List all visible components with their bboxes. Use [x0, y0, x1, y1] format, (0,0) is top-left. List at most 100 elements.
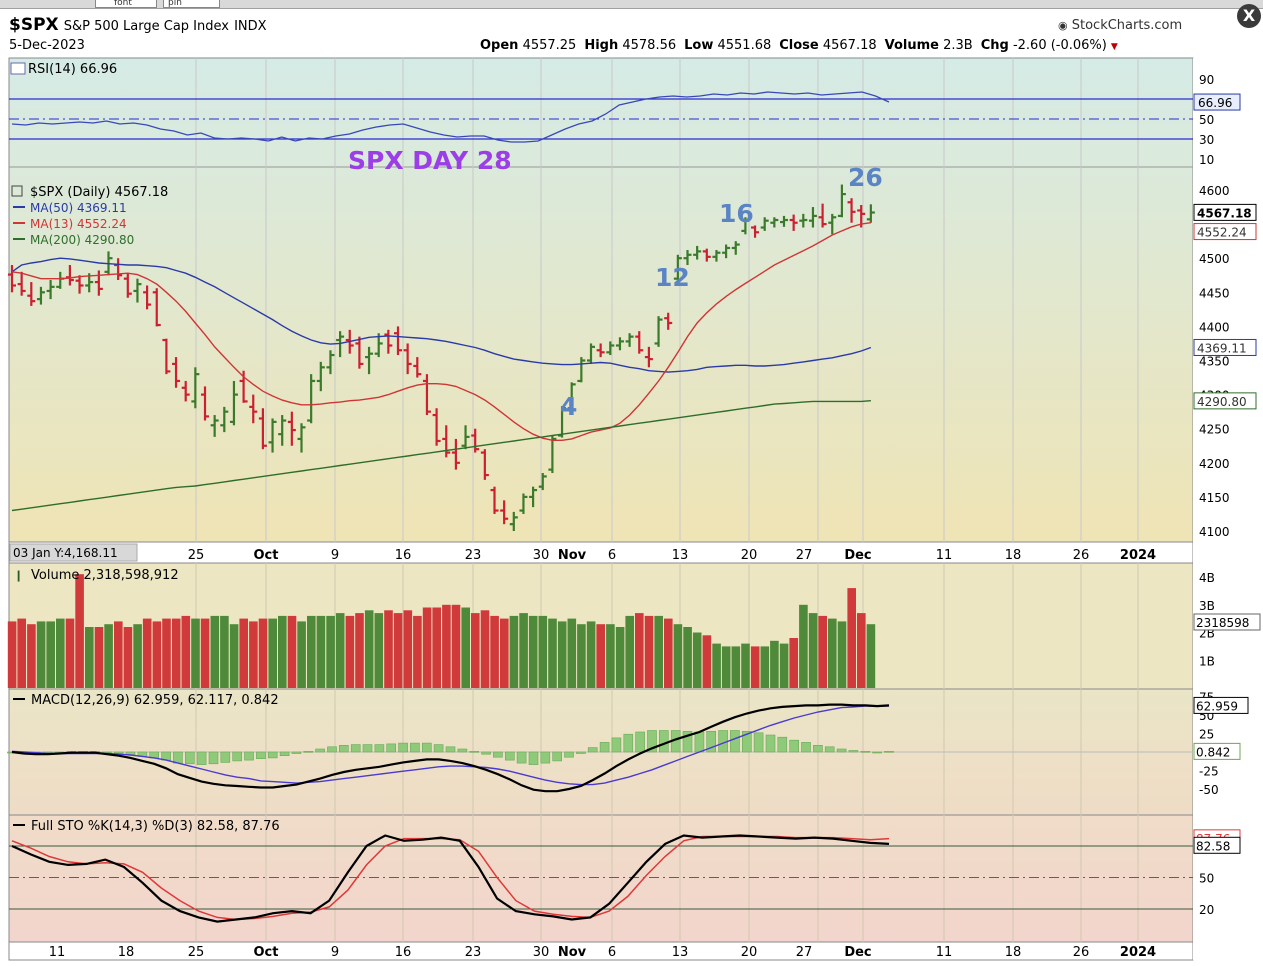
stochastic-panel-background [8, 814, 1194, 943]
macd-histogram-bar [173, 751, 183, 764]
price-bar [249, 394, 258, 424]
date-axis-label: 20 [741, 548, 758, 563]
price-legend-ma: MA(50) 4369.11 [30, 201, 127, 215]
volume-bar [770, 640, 779, 688]
date-axis-label: 26 [1073, 548, 1090, 563]
rsi-tick-label: 30 [1199, 133, 1214, 147]
macd-histogram-bar [860, 750, 871, 753]
rsi-title: RSI(14) 66.96 [28, 62, 117, 77]
macd-value-label: 62.959 [1196, 699, 1238, 713]
price-bar [316, 361, 325, 392]
volume-bar [85, 627, 94, 688]
stat-close: Close 4567.18 [779, 38, 876, 53]
sto-title: Full STO %K(14,3) %D(3) 82.58, 87.76 [31, 819, 280, 834]
price-bar [287, 411, 296, 446]
volume-bar [586, 621, 596, 688]
rsi-tick-label: 90 [1199, 73, 1214, 87]
sto-tick-label: 20 [1199, 903, 1214, 917]
volume-bar [355, 613, 364, 688]
macd-histogram-bar [315, 748, 325, 753]
date-axis-label: Oct [254, 945, 279, 960]
price-bar [336, 331, 345, 358]
stat-value: 4551.68 [713, 38, 772, 53]
date-axis-label: 16 [395, 548, 412, 563]
macd-histogram-bar [765, 734, 776, 753]
volume-bar [866, 624, 876, 688]
volume-bar [577, 624, 586, 688]
price-bar [17, 271, 26, 296]
price-bar [403, 343, 412, 375]
macd-histogram-bar [185, 751, 195, 765]
price-bar [770, 217, 779, 228]
volume-bar [403, 610, 413, 688]
stat-value: -2.60 (-0.06%) [1008, 38, 1107, 53]
stat-low: Low 4551.68 [684, 38, 771, 53]
price-bar [731, 241, 740, 255]
macd-histogram-bar [113, 751, 124, 754]
rsi-tick-label: 10 [1199, 153, 1214, 167]
price-bar [394, 326, 402, 356]
stat-label: High [584, 38, 619, 53]
price-bar [837, 184, 846, 218]
price-bar [702, 248, 711, 262]
macd-histogram-bar [824, 746, 835, 753]
price-tick-label: 4400 [1199, 320, 1230, 334]
sto-k-line [11, 834, 890, 923]
date-axis-label: 30 [533, 945, 550, 960]
volume-bar [779, 643, 789, 688]
tab-pin[interactable]: pin [163, 0, 220, 8]
tab-pin-label: pin [168, 0, 182, 8]
volume-bar [567, 618, 577, 688]
volume-bar [114, 621, 123, 688]
price-legend-icon [11, 185, 23, 197]
price-bar [422, 374, 431, 416]
volume-legend-icon: ❙ [14, 569, 23, 582]
price-bar [664, 312, 673, 330]
price-bar [355, 336, 364, 369]
volume-bar [789, 638, 798, 688]
macd-histogram-bar [433, 744, 444, 753]
price-tick-label: 4600 [1199, 184, 1230, 198]
macd-histogram-bar [291, 751, 302, 754]
volume-bar [461, 607, 470, 688]
volume-bar [721, 646, 731, 688]
volume-bar [220, 615, 229, 688]
macd-histogram-bar [777, 736, 788, 753]
price-bar [480, 449, 489, 480]
price-value-box [1193, 223, 1257, 241]
volume-bar [750, 646, 760, 688]
price-tick-label: 4450 [1199, 286, 1230, 300]
macd-tick-label: -50 [1199, 783, 1219, 797]
chart-date: 5-Dec-2023 [9, 38, 85, 53]
price-bar [36, 286, 45, 305]
rsi-tick-label: 50 [1199, 113, 1214, 127]
volume-bar [249, 621, 258, 688]
volume-bar [760, 646, 770, 688]
volume-bar [75, 574, 84, 688]
volume-bar [56, 618, 65, 688]
macd-histogram-bar [540, 751, 551, 764]
macd-histogram-bar [421, 742, 432, 753]
price-bar [297, 423, 306, 453]
close-icon[interactable]: X [1237, 4, 1261, 28]
date-axis-label: 18 [118, 945, 135, 960]
volume-bar [393, 613, 403, 688]
volume-bar [615, 627, 625, 688]
price-bar [432, 408, 441, 446]
ma-line-ma13 [11, 222, 872, 441]
symbol-label: $SPX [9, 15, 59, 35]
rsi-legend-icon [10, 62, 26, 75]
exchange-label: INDX [234, 19, 267, 34]
price-value-box [1193, 338, 1257, 356]
brand-logo: ◉ StockCharts.com [1058, 18, 1182, 33]
macd-histogram-bar [836, 748, 847, 753]
volume-bar [818, 615, 827, 688]
macd-hist-value-label: 0.842 [1196, 745, 1230, 759]
volume-bar [258, 618, 268, 688]
price-bar [229, 380, 238, 426]
date-axis-label: 11 [49, 945, 66, 960]
tab-font[interactable]: font [95, 0, 157, 8]
stat-label: Volume [884, 38, 939, 53]
volume-bar [799, 604, 808, 689]
stat-open: Open 4557.25 [480, 38, 576, 53]
